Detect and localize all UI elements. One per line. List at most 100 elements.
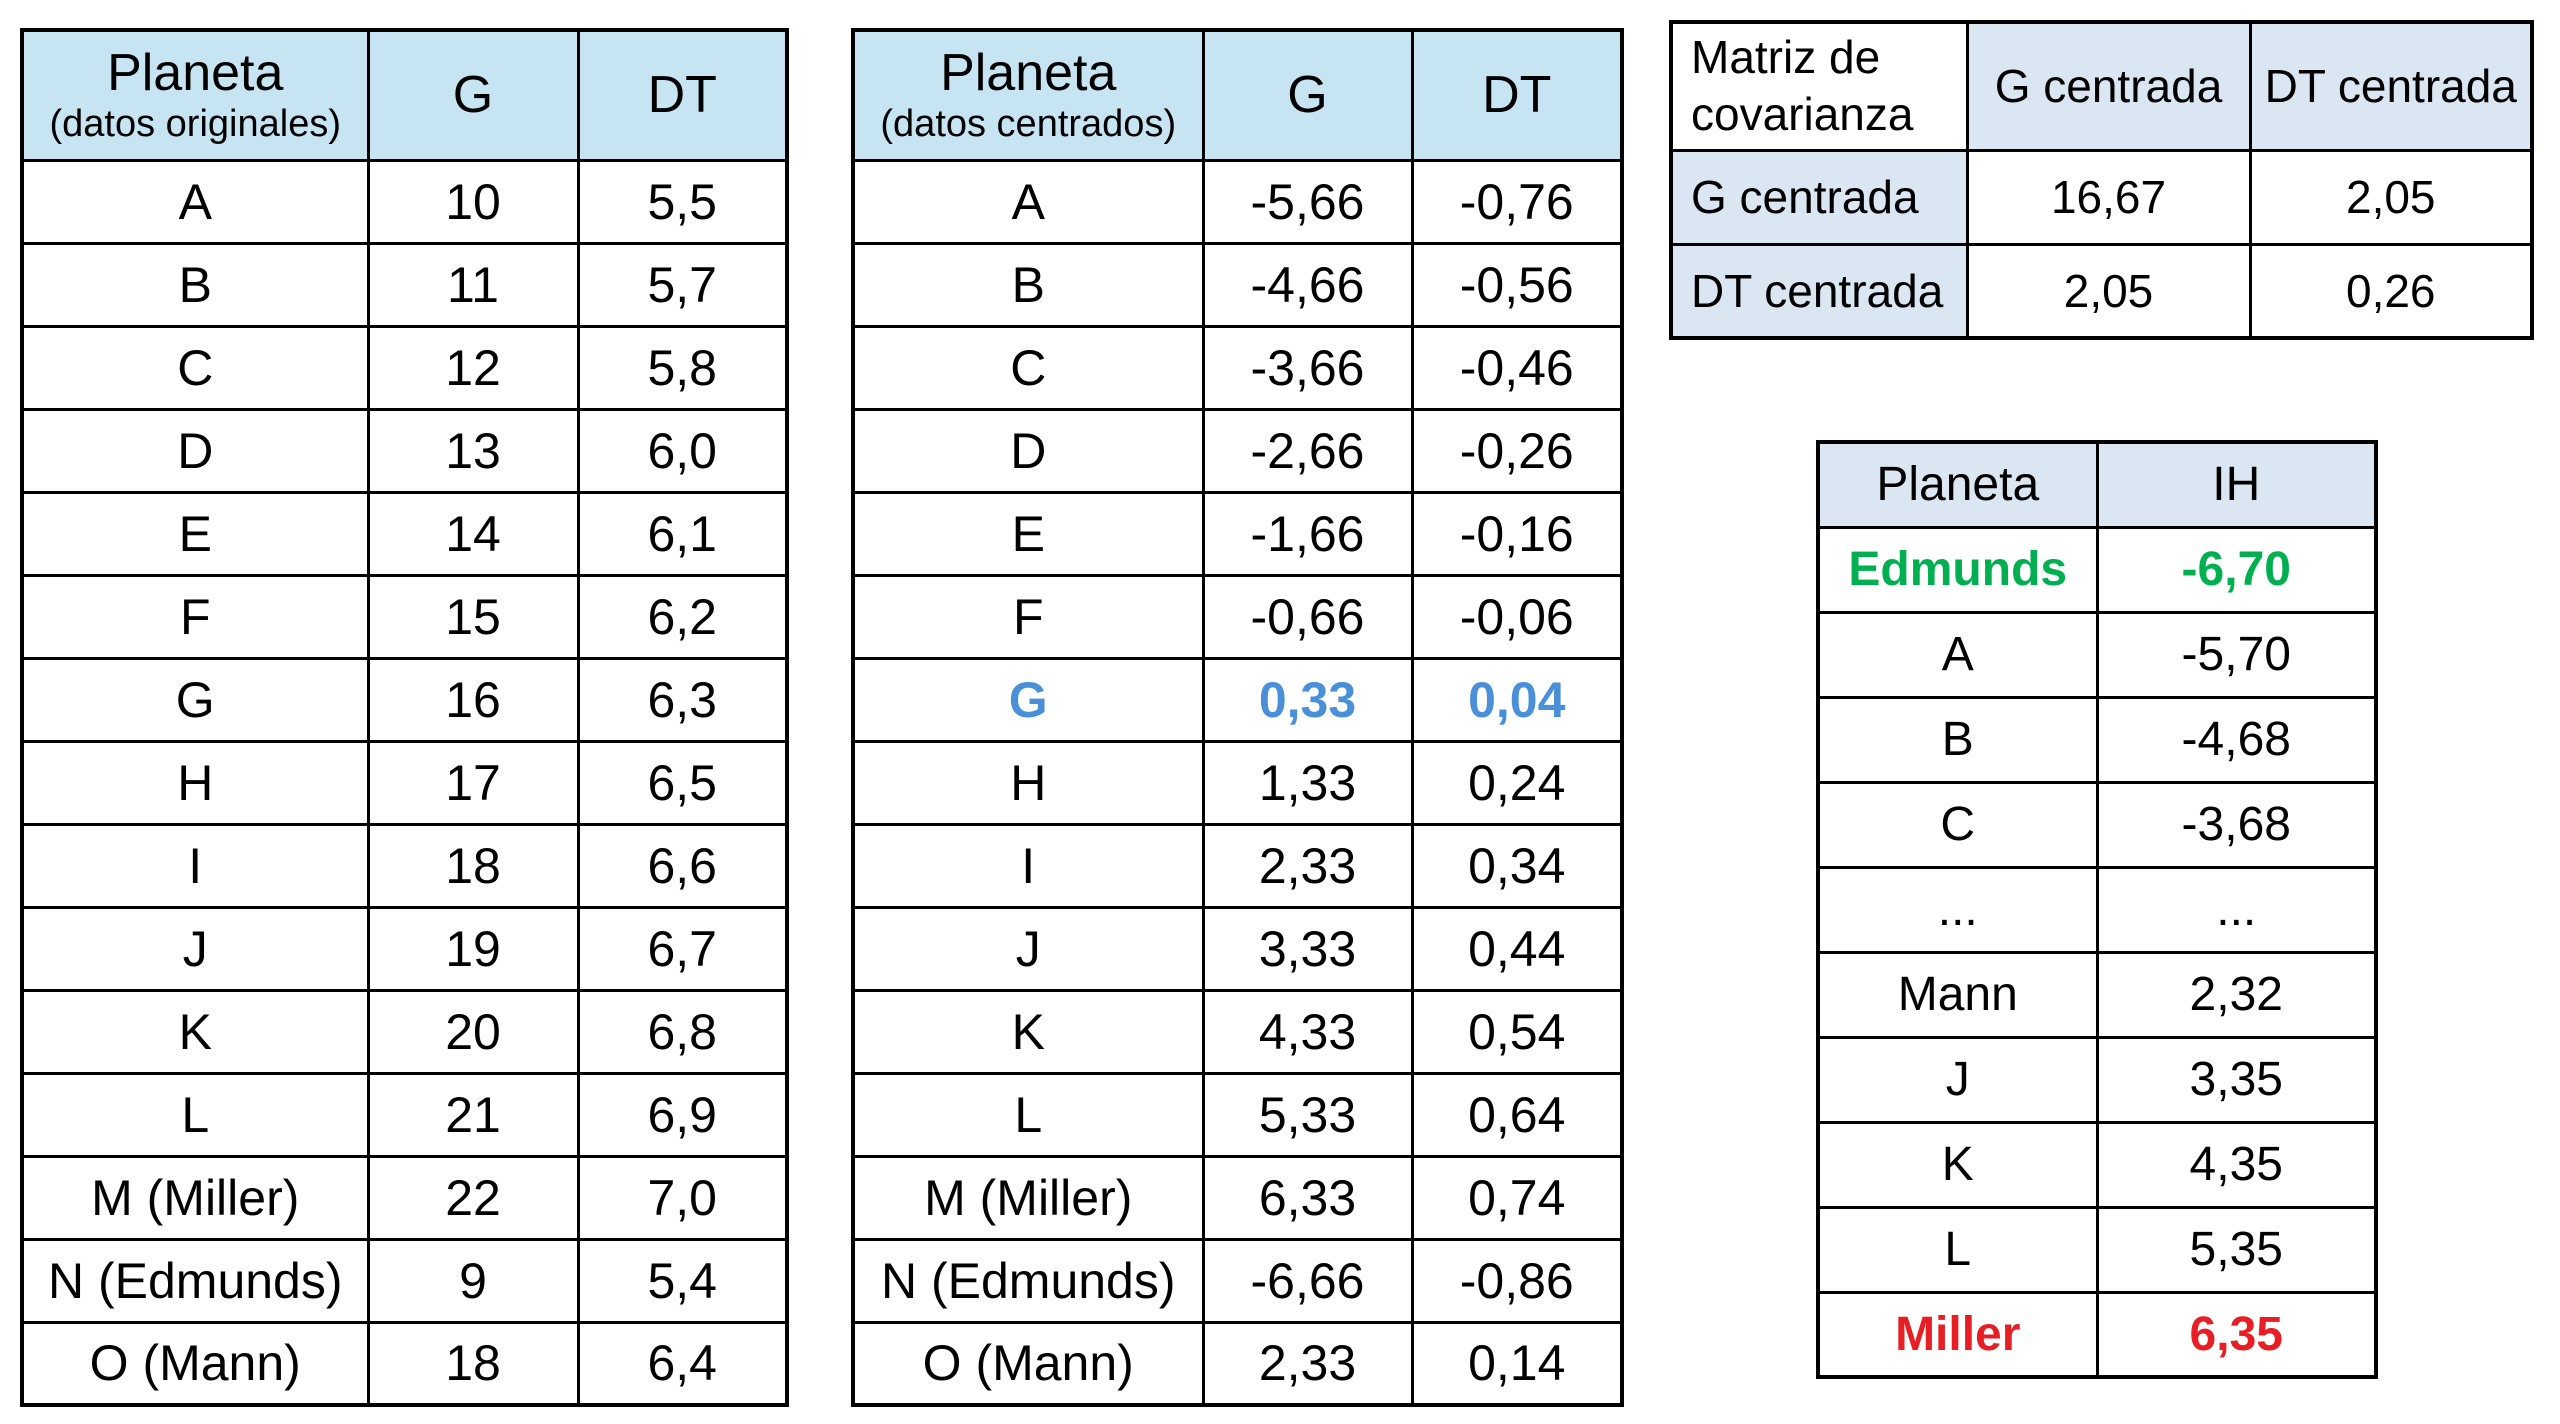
table-row: J 19 6,7 [20,905,789,992]
value-cell: 0,04 [1410,656,1624,743]
table-datos-centrados: Planeta (datos centrados) G DT A -5,66 -0,… [851,28,1624,1407]
row-label-cell: L [20,1071,370,1158]
value-cell: -2,66 [1201,407,1414,494]
value-cell: -0,76 [1410,158,1624,245]
value-cell: 19 [366,905,580,992]
row-label-cell: J [20,905,370,992]
value-cell: -4,68 [2095,695,2378,784]
row-label-cell: DT centrada [1669,242,1969,340]
value-cell: -6,66 [1201,1237,1414,1324]
column-header-dt: DT [1410,28,1624,162]
table-row: K 20 6,8 [20,988,789,1075]
value-cell: 4,33 [1201,988,1414,1075]
table-row: N (Edmunds) -6,66 -0,86 [851,1237,1624,1324]
value-cell: 5,4 [576,1237,789,1324]
value-cell: 6,7 [576,905,789,992]
row-label-cell: G centrada [1669,148,1969,246]
table-row: E -1,66 -0,16 [851,490,1624,577]
value-cell: 0,44 [1410,905,1624,992]
value-cell: 16 [366,656,580,743]
table-row: DT centrada 2,05 0,26 [1669,242,2534,340]
table-row: J 3,35 [1816,1035,2378,1124]
row-label-cell: M (Miller) [851,1154,1205,1241]
table-row: K 4,35 [1816,1120,2378,1209]
row-label-cell: B [20,241,370,328]
column-header-planeta: Planeta [1816,440,2099,529]
table-datos-originales: Planeta (datos originales) G DT A 10 5,5 B 1… [20,28,789,1407]
table-row: I 2,33 0,34 [851,822,1624,909]
table-row: K 4,33 0,54 [851,988,1624,1075]
value-cell: 20 [366,988,580,1075]
column-header-planeta: Planeta (datos centrados) [851,28,1205,162]
corner-header-matriz-covarianza: Matriz de covarianza [1669,20,1969,152]
value-cell: 4,35 [2095,1120,2378,1209]
value-cell: 0,34 [1410,822,1624,909]
row-label-cell: ... [1816,865,2099,954]
value-cell: 6,4 [576,1320,789,1407]
row-label-cell: Mann [1816,950,2099,1039]
table-row: C -3,66 -0,46 [851,324,1624,411]
value-cell: 6,9 [576,1071,789,1158]
table-body: A 10 5,5 B 11 5,7 C 12 5,8 D 13 6,0 E 14 6,1 F 15 6,2 G 16 6… [20,158,789,1407]
table-row: G 0,33 0,04 [851,656,1624,743]
row-label-cell: G [20,656,370,743]
table-row: L 5,35 [1816,1205,2378,1294]
table-row: A 10 5,5 [20,158,789,245]
table-header-row: Planeta IH [1816,440,2378,529]
row-label-cell: H [20,739,370,826]
value-cell: 5,7 [576,241,789,328]
value-cell: 9 [366,1237,580,1324]
value-cell: 0,74 [1410,1154,1624,1241]
table-row: B -4,68 [1816,695,2378,784]
row-label-cell: F [20,573,370,660]
value-cell: 17 [366,739,580,826]
table-body: A -5,66 -0,76 B -4,66 -0,56 C -3,66 -0,46 D -2,66-… [851,158,1624,1407]
table-row: Edmunds -6,70 [1816,525,2378,614]
value-cell: 2,05 [2248,148,2534,246]
value-cell: 0,33 [1201,656,1414,743]
row-label-cell: J [851,905,1205,992]
value-cell: 15 [366,573,580,660]
corner-header-line1: Matriz de [1691,30,1881,83]
value-cell: 21 [366,1071,580,1158]
row-label-cell: I [851,822,1205,909]
value-cell: 2,33 [1201,1320,1414,1407]
row-label-cell: A [851,158,1205,245]
table-title: Planeta [940,44,1117,103]
row-label-cell: B [1816,695,2099,784]
table-row: Mann 2,32 [1816,950,2378,1039]
table-row: F -0,66 -0,06 [851,573,1624,660]
table-subtitle: (datos centrados) [880,103,1177,146]
table-row: A -5,66 -0,76 [851,158,1624,245]
row-label-cell: A [20,158,370,245]
table-header-row: Planeta (datos originales) G DT [20,28,789,162]
value-cell: -0,66 [1201,573,1414,660]
table-row: M (Miller) 22 7,0 [20,1154,789,1241]
table-row: ...... [1816,865,2378,954]
table-row: L 5,33 0,64 [851,1071,1624,1158]
table-row: B 11 5,7 [20,241,789,328]
value-cell: 6,1 [576,490,789,577]
row-label-cell: N (Edmunds) [851,1237,1205,1324]
value-cell: 6,35 [2095,1290,2378,1379]
value-cell: -0,56 [1410,241,1624,328]
column-header-planeta: Planeta (datos originales) [20,28,370,162]
value-cell: 12 [366,324,580,411]
value-cell: -5,70 [2095,610,2378,699]
table-header-row: Matriz de covarianza G centrada DT centr… [1669,20,2534,152]
table-header-row: Planeta (datos centrados) G DT [851,28,1624,162]
value-cell: 6,5 [576,739,789,826]
value-cell: -0,46 [1410,324,1624,411]
value-cell: 6,3 [576,656,789,743]
table-matriz-covarianza: Matriz de covarianza G centrada DT centr… [1669,20,2534,340]
table-row: L 21 6,9 [20,1071,789,1158]
value-cell: 2,05 [1965,242,2252,340]
value-cell: 0,64 [1410,1071,1624,1158]
table-row: J 3,33 0,44 [851,905,1624,992]
value-cell: 18 [366,1320,580,1407]
column-header-g: G [366,28,580,162]
corner-header-line2: covarianza [1691,88,1914,141]
value-cell: 3,33 [1201,905,1414,992]
row-label-cell: L [851,1071,1205,1158]
